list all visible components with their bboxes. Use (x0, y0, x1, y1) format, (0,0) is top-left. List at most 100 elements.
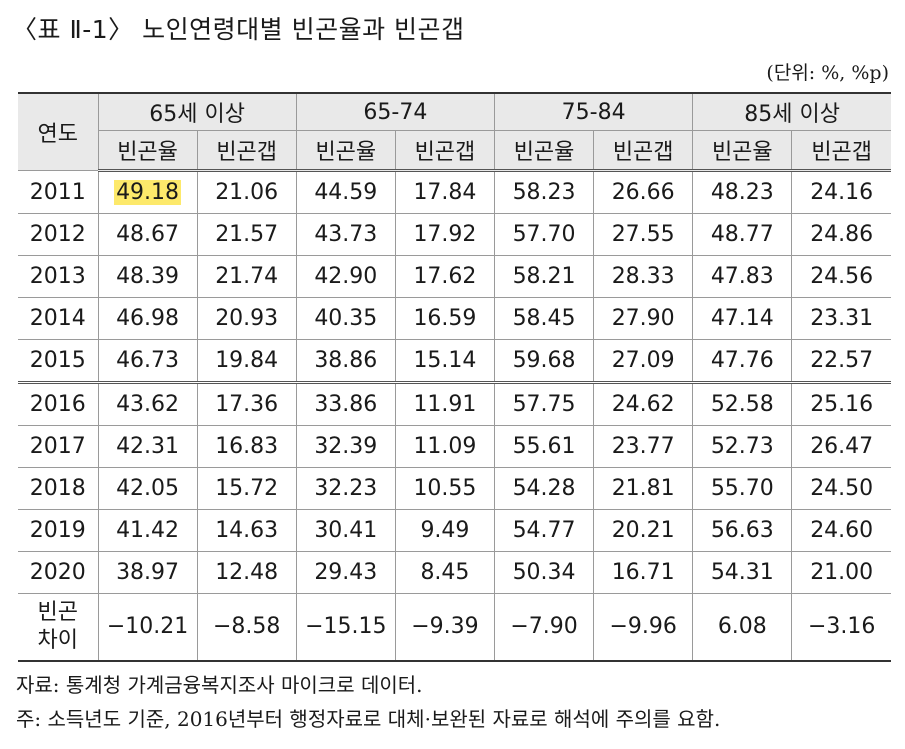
value-cell: 11.09 (394, 425, 496, 468)
value-cell: 21.00 (791, 551, 891, 594)
poverty-table: 연도 65세 이상 65-74 75-84 85세 이상 빈곤율 빈곤갭 빈곤율… (18, 92, 891, 662)
notes: 자료: 통계청 가계금융복지조사 마이크로 데이터. 주: 소득년도 기준, 2… (16, 668, 720, 736)
value-cell: 16.71 (593, 551, 694, 594)
value-cell: 12.48 (196, 551, 297, 594)
value-cell: 16.59 (394, 297, 496, 340)
year-cell: 2016 (18, 382, 99, 426)
value-cell: 15.72 (196, 467, 297, 510)
value-cell: 25.16 (791, 382, 891, 426)
value-cell: 32.23 (295, 467, 396, 510)
value-cell: 42.31 (97, 425, 198, 468)
value-cell: 23.31 (791, 297, 891, 340)
table-row: 2015 46.73 19.84 38.86 15.14 59.68 27.09 47.76 2… (18, 339, 891, 384)
value-cell: 42.90 (295, 255, 396, 298)
year-cell: 2013 (18, 255, 99, 298)
value-cell: 33.86 (295, 382, 396, 426)
value-cell: 8.45 (394, 551, 496, 594)
value-cell: 58.21 (493, 255, 595, 298)
value-cell: 23.77 (593, 425, 694, 468)
value-cell: 38.86 (295, 339, 396, 384)
value-cell: 24.62 (593, 382, 694, 426)
value-cell: 43.62 (97, 382, 198, 426)
year-cell: 2019 (18, 509, 99, 552)
value-cell: 20.93 (196, 297, 297, 340)
value-cell: 57.75 (493, 382, 595, 426)
year-cell: 2011 (18, 170, 99, 214)
value-cell: 24.16 (791, 170, 891, 214)
value-cell: 48.77 (692, 213, 793, 256)
value-cell: 43.73 (295, 213, 396, 256)
year-cell: 2018 (18, 467, 99, 510)
value-cell: 30.41 (295, 509, 396, 552)
table-title: 〈표 Ⅱ-1〉 노인연령대별 빈곤율과 빈곤갭 (12, 15, 465, 44)
value-cell: 21.81 (593, 467, 694, 510)
table-row: 2012 48.67 21.57 43.73 17.92 57.70 27.55 48.77 2… (18, 213, 891, 256)
year-cell: 2015 (18, 339, 99, 384)
table-row: 2013 48.39 21.74 42.90 17.62 58.21 28.33 47.83 2… (18, 255, 891, 298)
value-cell: 17.36 (196, 382, 297, 426)
value-cell: 17.62 (394, 255, 496, 298)
value-cell: 57.70 (493, 213, 595, 256)
difference-cell: 6.08 (692, 593, 793, 662)
sub-header: 빈곤갭 (791, 130, 891, 172)
value-cell: 29.43 (295, 551, 396, 594)
value-cell: 21.57 (196, 213, 297, 256)
table-row: 2011 49.18 21.06 44.59 17.84 58.23 26.66 48.23 2… (18, 170, 891, 214)
sub-header: 빈곤율 (295, 130, 396, 172)
year-header: 연도 (18, 92, 99, 171)
value-cell: 52.58 (692, 382, 793, 426)
value-cell: 17.92 (394, 213, 496, 256)
sub-header: 빈곤율 (98, 130, 198, 172)
difference-cell: −9.39 (394, 593, 496, 662)
value-cell: 28.33 (593, 255, 694, 298)
year-cell: 2017 (18, 425, 99, 468)
difference-cell: −10.21 (97, 593, 198, 662)
value-cell: 42.05 (97, 467, 198, 510)
source-note: 자료: 통계청 가계금융복지조사 마이크로 데이터. (16, 673, 423, 697)
value-cell: 47.76 (692, 339, 793, 384)
value-cell: 9.49 (394, 509, 496, 552)
sub-header: 빈곤갭 (196, 130, 297, 172)
value-cell: 49.18 (97, 170, 198, 214)
table-row: 2019 41.42 14.63 30.41 9.49 54.77 20.21 56.63 24… (18, 509, 891, 552)
value-cell: 50.34 (493, 551, 595, 594)
value-cell: 21.06 (196, 170, 297, 214)
value-cell: 48.39 (97, 255, 198, 298)
value-cell: 32.39 (295, 425, 396, 468)
value-cell: 14.63 (196, 509, 297, 552)
value-cell: 26.47 (791, 425, 891, 468)
value-cell: 46.73 (97, 339, 198, 384)
sub-header: 빈곤율 (493, 130, 595, 172)
table-row: 2018 42.05 15.72 32.23 10.55 54.28 21.81 55.70 2… (18, 467, 891, 510)
sub-header: 빈곤갭 (394, 130, 496, 172)
unit-label: (단위: %, %p) (766, 62, 889, 84)
value-cell: 56.63 (692, 509, 793, 552)
value-cell: 24.86 (791, 213, 891, 256)
difference-row: 빈곤 차이 −10.21 −8.58 −15.15 −9.39 −7.90 −9.96 6.08… (18, 593, 891, 662)
value-cell: 46.98 (97, 297, 198, 340)
value-cell: 24.56 (791, 255, 891, 298)
value-cell: 40.35 (295, 297, 396, 340)
table-row: 2014 46.98 20.93 40.35 16.59 58.45 27.90 47.14 2… (18, 297, 891, 340)
value-cell: 47.14 (692, 297, 793, 340)
value-cell: 27.09 (593, 339, 694, 384)
group-header: 65세 이상 (97, 92, 297, 131)
value-cell: 38.97 (97, 551, 198, 594)
highlighted-value: 49.18 (114, 180, 182, 205)
difference-cell: −8.58 (196, 593, 297, 662)
value-cell: 27.90 (593, 297, 694, 340)
value-cell: 58.23 (493, 170, 595, 214)
value-cell: 54.28 (493, 467, 595, 510)
table-row: 2020 38.97 12.48 29.43 8.45 50.34 16.71 54.31 21… (18, 551, 891, 594)
difference-cell: −3.16 (791, 593, 891, 662)
difference-label-line: 빈곤 (37, 600, 78, 625)
difference-label-line: 차이 (37, 628, 78, 653)
value-cell: 54.77 (493, 509, 595, 552)
value-cell: 11.91 (394, 382, 496, 426)
value-cell: 20.21 (593, 509, 694, 552)
value-cell: 47.83 (692, 255, 793, 298)
value-cell: 59.68 (493, 339, 595, 384)
value-cell: 55.70 (692, 467, 793, 510)
year-cell: 2012 (18, 213, 99, 256)
